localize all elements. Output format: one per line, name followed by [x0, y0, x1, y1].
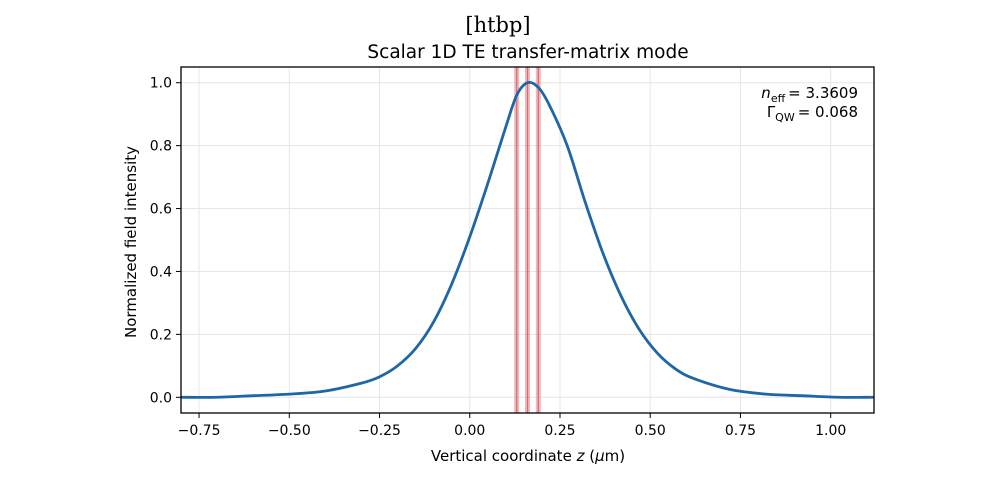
- chart-title: Scalar 1D TE transfer-matrix mode: [367, 42, 688, 63]
- x-tick-label: 0.25: [544, 423, 575, 439]
- y-tick-label: 1.0: [150, 76, 172, 92]
- qw-lines: [514, 67, 541, 413]
- header-text: [htbp]: [465, 13, 530, 37]
- neff-annotation: neff = 3.3609: [761, 84, 858, 105]
- mode-annotation: neff = 3.3609 ΓQW = 0.068: [761, 84, 858, 124]
- y-axis-label: Normalized field intensity: [122, 146, 140, 338]
- y-tick-label: 0.0: [150, 390, 172, 406]
- x-tick-label: −0.50: [268, 423, 311, 439]
- y-ticks: 0.0 0.2 0.4 0.6 0.8 1.0: [150, 76, 181, 406]
- x-tick-label: −0.75: [178, 423, 221, 439]
- gamma-annotation: ΓQW = 0.068: [767, 103, 858, 124]
- plot-frame: [180, 66, 875, 414]
- y-tick-label: 0.4: [150, 264, 172, 280]
- x-axis-label: Vertical coordinate z (μm): [431, 447, 625, 465]
- y-tick-label: 0.2: [150, 327, 172, 343]
- x-ticks: −0.75 −0.50 −0.25 0.00 0.25 0.50 0.75 1.00: [178, 413, 846, 439]
- x-tick-label: 0.50: [635, 423, 666, 439]
- x-tick-label: −0.25: [358, 423, 401, 439]
- mode-curve: [180, 80, 875, 399]
- x-tick-label: 1.00: [815, 423, 846, 439]
- y-tick-label: 0.6: [150, 202, 172, 218]
- x-tick-label: 0.00: [454, 423, 485, 439]
- x-tick-label: 0.75: [725, 423, 756, 439]
- y-tick-label: 0.8: [150, 139, 172, 155]
